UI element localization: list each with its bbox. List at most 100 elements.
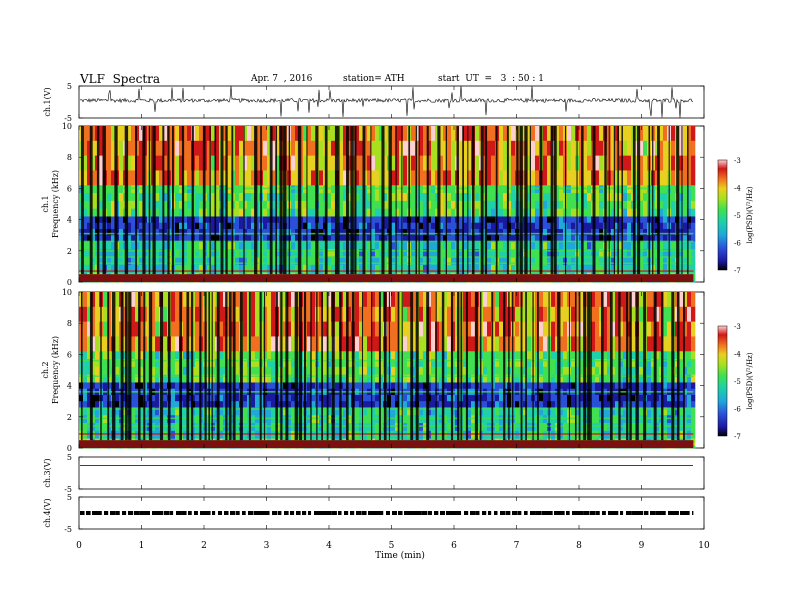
spectrogram-cell xyxy=(491,216,496,224)
spectrogram-cell xyxy=(159,257,164,266)
spectrogram-cell xyxy=(611,228,616,236)
spectrogram-cell xyxy=(107,155,112,171)
spectrogram-cell xyxy=(99,257,104,266)
sferic-line xyxy=(214,126,217,275)
spectrogram-cell xyxy=(319,438,324,442)
spectrogram-cell xyxy=(371,374,376,383)
spectrogram-cell xyxy=(243,249,248,258)
spectrogram-cell xyxy=(267,415,272,424)
spectrogram-cell xyxy=(267,208,272,217)
spectrogram-cell xyxy=(87,382,92,390)
spectrogram-cell xyxy=(127,216,132,224)
spectrogram-cell xyxy=(431,235,436,242)
spectrogram-cell xyxy=(195,351,200,360)
spectrogram-cell xyxy=(311,249,316,258)
spectrogram-cell xyxy=(451,228,456,236)
spectrogram-cell xyxy=(643,264,648,273)
spectrogram-cell xyxy=(291,306,296,322)
spectrogram-cell xyxy=(267,382,272,390)
spectrogram-cell xyxy=(343,415,348,424)
spectrogram-cell xyxy=(559,193,564,202)
spectrogram-cell xyxy=(527,216,532,224)
spectrogram-cell xyxy=(283,292,288,308)
sferic-line xyxy=(529,126,531,275)
spectrogram-cell xyxy=(375,228,380,236)
spectrogram-cell xyxy=(327,222,332,230)
spectrogram-cell xyxy=(367,140,372,156)
spectrogram-cell xyxy=(207,249,212,258)
spectrogram-cell xyxy=(423,407,428,416)
spectrogram-cell xyxy=(135,170,140,186)
spectrogram-cell xyxy=(619,257,624,266)
spectrogram-cell xyxy=(271,336,276,352)
spectrogram-cell xyxy=(343,438,348,442)
spectrogram-cell xyxy=(375,306,380,322)
spectrogram-cell xyxy=(199,272,204,276)
spectrogram-cell xyxy=(83,235,88,242)
spectrogram-cell xyxy=(111,208,116,217)
spectrogram-cell xyxy=(159,155,164,171)
spectrogram-cell xyxy=(195,438,200,442)
spectrogram-cell xyxy=(163,366,168,375)
spectrogram-cell xyxy=(215,170,220,186)
spectrogram-cell xyxy=(335,423,340,432)
spectrogram-cell xyxy=(131,170,136,186)
spectrogram-cell xyxy=(403,200,408,209)
spectrogram-cell xyxy=(531,235,536,242)
spectrogram-cell xyxy=(391,438,396,442)
spectrogram-cell xyxy=(643,170,648,186)
spectrogram-cell xyxy=(115,321,120,337)
spectrogram-cell xyxy=(327,366,332,375)
spectrogram-cell xyxy=(379,351,384,360)
spectrogram-cell xyxy=(223,336,228,352)
spectrogram-cell xyxy=(271,415,276,424)
spectrogram-cell xyxy=(419,140,424,156)
spectrogram-cell xyxy=(107,170,112,186)
spectrogram-cell xyxy=(407,306,412,322)
spectrogram-cell xyxy=(615,249,620,258)
spectrogram-cell xyxy=(639,140,644,156)
spectrogram-cell xyxy=(567,228,572,236)
spectrogram-cell xyxy=(163,359,168,368)
spectrogram-cell xyxy=(403,336,408,352)
spectrogram-cell xyxy=(303,155,308,171)
spectrogram-cell xyxy=(195,155,200,171)
spectrogram-cell xyxy=(503,140,508,156)
spectrogram-cell xyxy=(319,272,324,276)
spectrogram-cell xyxy=(415,170,420,186)
spectrogram-cell xyxy=(311,292,316,308)
spectrogram-cell xyxy=(439,359,444,368)
spectrogram-cell xyxy=(587,228,592,236)
spectrogram-cell xyxy=(187,394,192,402)
spectrogram-cell xyxy=(199,228,204,236)
spectrogram-cell xyxy=(639,155,644,171)
spectrogram-cell xyxy=(643,228,648,236)
spectrogram-cell xyxy=(447,200,452,209)
spectrogram-cell xyxy=(255,336,260,352)
spectrogram-cell xyxy=(379,321,384,337)
spectrogram-cell xyxy=(375,430,380,439)
sferic-line xyxy=(519,126,523,275)
spectrogram-cell xyxy=(615,140,620,156)
spectrogram-cell xyxy=(531,257,536,266)
spectrogram-cell xyxy=(571,185,576,194)
spectrogram-cell xyxy=(531,140,536,156)
spectrogram-cell xyxy=(175,235,180,242)
spectrogram-cell xyxy=(407,336,412,352)
spectrogram-cell xyxy=(171,423,176,432)
spectrogram-cell xyxy=(223,401,228,408)
spectrogram-cell xyxy=(339,185,344,194)
sferic-line xyxy=(209,126,211,275)
spectrogram-cell xyxy=(151,351,156,360)
spectrogram-cell xyxy=(499,216,504,224)
spectrogram-cell xyxy=(223,241,228,250)
spectrogram-cell xyxy=(567,235,572,242)
spectrogram-cell xyxy=(511,185,516,194)
spectrogram-cell xyxy=(423,359,428,368)
spectrogram-cell xyxy=(295,222,300,230)
spectrogram-cell xyxy=(595,264,600,273)
spectrogram-cell xyxy=(235,170,240,186)
spectrogram-cell xyxy=(487,140,492,156)
spectrogram-cell xyxy=(639,235,644,242)
spectrogram-cell xyxy=(199,208,204,217)
